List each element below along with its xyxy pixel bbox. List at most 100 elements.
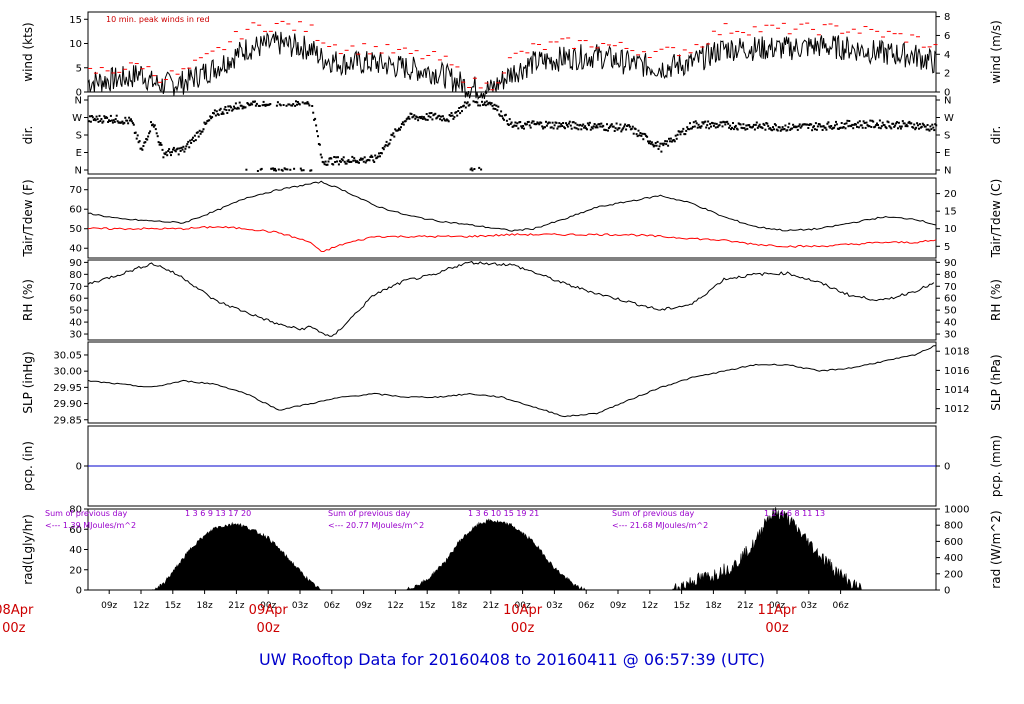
rh-y-right-label: 80 — [944, 270, 957, 281]
wind-dir-point — [476, 101, 479, 104]
rad-sum-value: <--- 21.68 MJoules/m^2 — [612, 521, 708, 530]
wind-dir-point — [813, 125, 815, 128]
wind-dir-point — [351, 155, 354, 158]
wind-dir-point — [866, 124, 869, 127]
wind-dir-point — [830, 125, 833, 127]
wind-dir-point — [589, 128, 592, 131]
wind-dir-point — [776, 129, 779, 132]
wind-dir-point — [757, 125, 760, 128]
wind-dir-point — [345, 162, 348, 165]
wind-dir-point — [261, 104, 264, 107]
wind-dir-point — [421, 117, 424, 120]
wind-dir-point — [934, 123, 937, 126]
temp-panel-frame — [87, 177, 937, 259]
wind-dir-point — [183, 150, 186, 153]
wind-dir-point — [274, 167, 276, 170]
wind-dir-point — [215, 110, 218, 113]
wind-dir-point — [812, 126, 815, 129]
wind-dir-point — [153, 124, 156, 127]
wind-dir-point — [124, 116, 127, 119]
dir-ylabel-left: dir. — [21, 126, 35, 145]
temp-y-right-label: 15 — [944, 207, 957, 218]
temp-panel: 40 50 60 70 5 10 15 20 Tair/Tdew (F) Tair/Tdew (C… — [21, 177, 1003, 259]
wind-dir-point — [850, 125, 853, 128]
wind-dir-point — [553, 124, 556, 127]
wind-dir-point — [497, 105, 500, 108]
rh-y-right-label: 60 — [944, 294, 957, 305]
wind-dir-point — [642, 138, 645, 141]
wind-dir-point — [888, 125, 891, 128]
x-axis: 09z 12z 15z 18z 21z 00z 03z 06z 09z 12z 15z 18z 21z 0… — [0, 589, 936, 636]
wind-dir-point — [386, 144, 389, 147]
dir-label-left: S — [76, 131, 82, 142]
rh-y-left-label: 60 — [69, 294, 82, 305]
wind-dir-point — [856, 125, 858, 128]
wind-dir-point — [647, 140, 649, 143]
wind-y-left-label: 15 — [69, 15, 82, 26]
wind-dir-point — [910, 122, 913, 125]
wind-dir-point — [508, 118, 511, 121]
wind-dir-point — [488, 101, 491, 104]
wind-dir-point — [559, 125, 562, 128]
wind-dir-point — [930, 128, 933, 131]
wind-dir-point — [595, 124, 598, 127]
wind-dir-point — [293, 167, 296, 170]
wind-dir-point — [574, 122, 577, 125]
wind-dir-point — [842, 126, 845, 128]
wind-dir-point — [515, 124, 518, 127]
wind-dir-point — [679, 133, 682, 136]
wind-dir-point — [733, 126, 736, 128]
wind-dir-point — [744, 128, 747, 131]
wind-dir-point — [915, 126, 918, 129]
wind-dir-point — [227, 105, 230, 108]
wind-dir-point — [655, 144, 658, 147]
temp-ylabel-left: Tair/Tdew (F) — [21, 179, 35, 257]
wind-dir-point — [95, 115, 98, 118]
wind-dir-point — [447, 120, 450, 123]
wind-dir-point — [513, 124, 516, 127]
wind-dir-point — [856, 121, 859, 124]
wind-dir-point — [602, 124, 605, 127]
wind-dir-point — [895, 122, 898, 125]
wind-dir-point — [663, 142, 666, 145]
date-time-label: 00z — [2, 621, 26, 636]
wind-dir-point — [402, 123, 405, 126]
wind-dir-point — [224, 106, 227, 108]
rad-y-left-label: 40 — [69, 545, 82, 556]
wind-dir-point — [178, 147, 181, 150]
wind-dir-point — [715, 122, 718, 125]
wind-dir-point — [899, 127, 902, 130]
wind-dir-point — [654, 142, 657, 144]
wind-dir-point — [898, 125, 901, 128]
wind-dir-point — [885, 127, 888, 130]
wind-dir-point — [473, 168, 476, 170]
wind-dir-point — [877, 126, 880, 129]
wind-dir-point — [307, 102, 310, 105]
x-tick-label: 06z — [324, 601, 340, 611]
wind-dir-point — [89, 115, 91, 118]
wind-dir-point — [281, 169, 284, 172]
wind-dir-point — [115, 114, 118, 117]
wind-dir-point — [863, 122, 866, 124]
wind-dir-point — [493, 103, 496, 106]
temp-y-left-label: 60 — [69, 205, 82, 216]
wind-dir-point — [442, 117, 445, 120]
wind-dir-point — [341, 159, 344, 162]
wind-dir-point — [213, 112, 215, 115]
wind-dir-point — [276, 101, 279, 104]
wind-dir-point — [352, 159, 355, 162]
wind-dir-point — [691, 125, 694, 128]
wind-dir-point — [158, 143, 161, 146]
wind-dir-point — [174, 150, 177, 153]
wind-dir-point — [426, 118, 429, 121]
wind-dir-point — [397, 129, 400, 132]
rh-ylabel-right: RH (%) — [989, 279, 1003, 321]
wind-dir-point — [847, 125, 850, 128]
date-label: 11Apr — [757, 603, 797, 618]
wind-dir-point — [795, 125, 798, 128]
wind-dir-point — [756, 126, 759, 129]
wind-dir-point — [521, 126, 524, 129]
wind-dir-point — [630, 127, 633, 130]
wind-dir-point — [638, 134, 641, 137]
